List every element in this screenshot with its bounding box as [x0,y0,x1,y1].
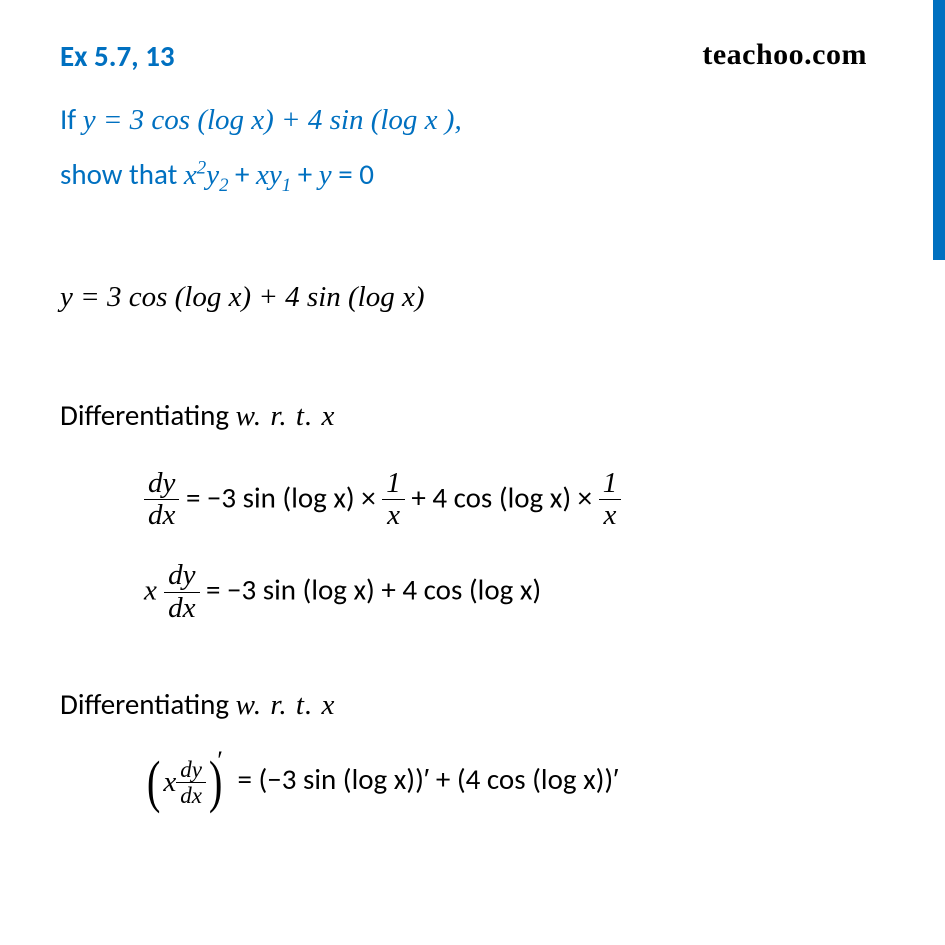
rhs-2: = −3 sin (log x) + 4 cos (log x) [200,572,542,608]
num-dy-3: dy [176,757,206,782]
plus-2: + [291,156,319,192]
if-prefix: If [60,101,83,137]
accent-bar [933,0,945,260]
rhs-3: = (−3 sin (log x))′ + (4 cos (log x))′ [231,761,619,797]
paren-group: ( x dy dx ) [144,757,225,809]
eq-zero: = 0 [332,156,374,192]
num-1b: 1 [599,468,622,500]
sub-1: 1 [282,175,291,196]
x-var: x [184,159,197,191]
mid-part: + 4 cos (log x) × [405,479,599,515]
exercise-number: Ex 5.7, 13 [60,38,175,74]
one-over-x-2: 1 x [599,468,622,533]
x-mult-2: x [163,759,176,805]
den-dx-2: dx [164,592,199,625]
num-dy-1: dy [144,468,179,500]
den-dx-3: dx [176,782,206,808]
one-over-x-1: 1 x [382,468,405,533]
eq-part-1: = −3 sin (log x) × [186,479,382,515]
dydx-frac-1: dy dx [144,468,179,533]
header-row: Ex 5.7, 13 teachoo.com [60,38,885,74]
sup-2: 2 [197,157,206,178]
left-paren: ( [147,759,161,805]
diff-prefix-2: Differentiating [60,686,236,722]
problem-line-2: show that x2y2 + xy1 + y = 0 [60,151,885,201]
y-var: y [319,159,332,191]
diff-label-1: Differentiating w. r. t. x [60,392,885,439]
diff-label-2: Differentiating w. r. t. x [60,681,885,728]
den-xa: x [382,499,405,532]
given-equation: y = 3 cos (log x) + 4 sin (log x) [60,273,885,320]
derivative-step-3: ( x dy dx ) ′ = (−3 sin (log x))′ + (4 c… [60,756,885,808]
num-1a: 1 [382,468,405,500]
x-mult-1: x [144,575,164,607]
prime-mark: ′ [217,746,223,775]
plus-1: + [228,156,256,192]
num-dy-2: dy [164,560,199,592]
given-math: y = 3 cos (log x) + 4 sin (log x) [60,281,425,313]
page-content: Ex 5.7, 13 teachoo.com If y = 3 cos (log… [0,0,945,838]
derivative-step-1: dy dx = −3 sin (log x) × 1 x + 4 cos (lo… [60,468,885,533]
brand-logo: teachoo.com [702,38,867,72]
xy-var: xy [256,159,282,191]
den-xb: x [599,499,622,532]
problem-equation-1: y = 3 cos (log x) + 4 sin (log x ), [83,104,462,136]
derivative-step-2: x dy dx = −3 sin (log x) + 4 cos (log x) [60,560,885,625]
show-prefix: show that [60,156,184,192]
dydx-frac-3: dy dx [176,757,206,809]
y2-var: y [206,159,219,191]
wrt-2: w. r. t. x [236,689,336,721]
dydx-frac-2: dy dx [164,560,199,625]
diff-prefix-1: Differentiating [60,397,236,433]
den-dx-1: dx [144,499,179,532]
wrt-1: w. r. t. x [236,400,336,432]
problem-line-1: If y = 3 cos (log x) + 4 sin (log x ), [60,96,885,145]
